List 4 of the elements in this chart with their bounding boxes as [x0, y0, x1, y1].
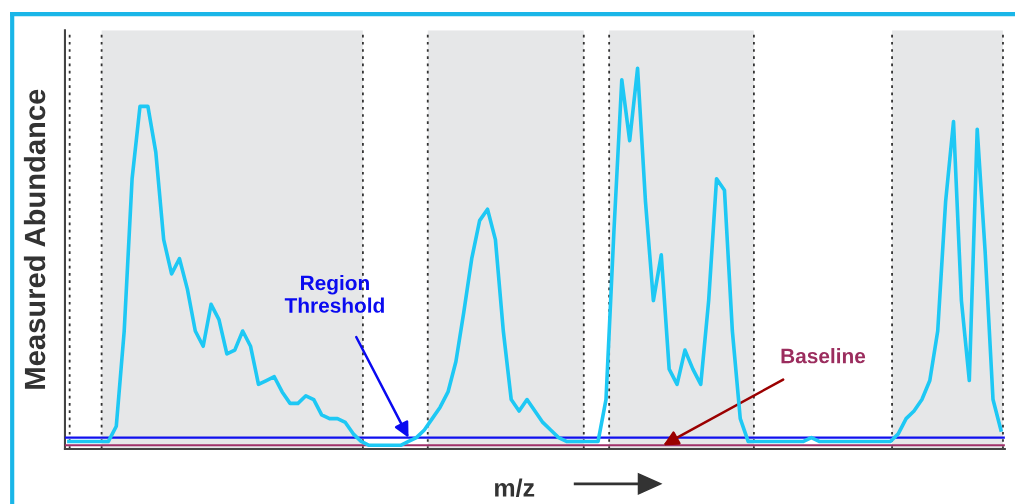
x-axis-title: m/z — [495, 478, 535, 497]
ref-line-label: Baseline — [781, 348, 866, 364]
y-axis-title: Measured Abundance — [23, 89, 46, 389]
ref-line-label: Region Threshold — [284, 275, 384, 313]
